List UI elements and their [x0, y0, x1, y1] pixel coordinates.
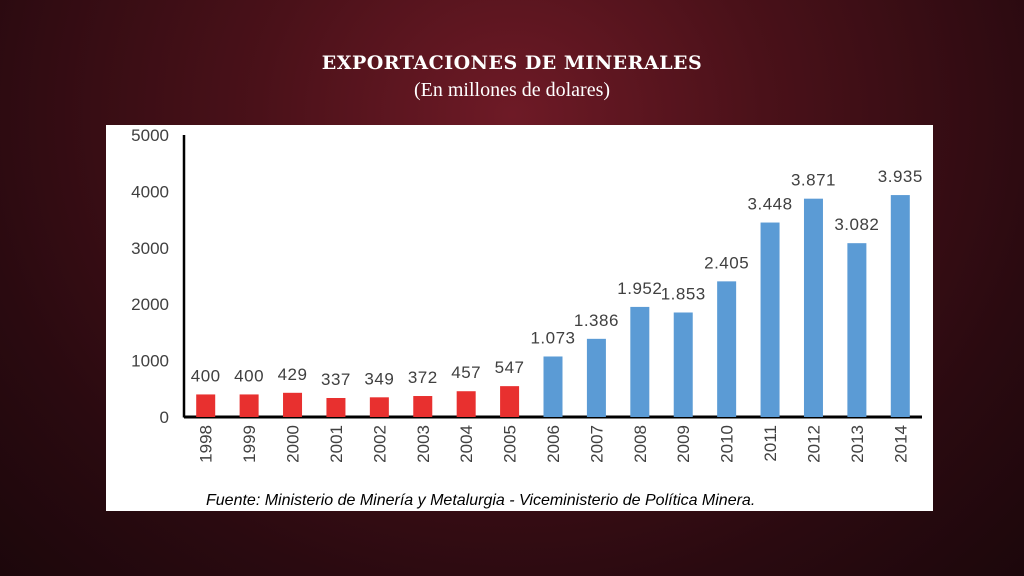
data-label: 1.853: [661, 284, 706, 303]
x-tick-label: 2014: [891, 425, 910, 463]
x-tick-label: 2003: [414, 425, 433, 463]
x-tick-label: 2013: [848, 425, 867, 463]
x-tick-label: 2011: [761, 425, 780, 462]
x-tick-label: 1999: [240, 425, 259, 463]
bar: [283, 392, 303, 417]
y-tick-label: 5000: [131, 126, 169, 145]
data-label: 457: [451, 363, 481, 382]
bar: [630, 306, 650, 417]
data-label: 349: [364, 369, 394, 388]
y-tick-label: 1000: [131, 352, 169, 371]
bar-chart: 0 1000 2000 3000 4000 5000 400 1998 400 1999 429 20…: [131, 126, 923, 463]
data-label: 1.386: [574, 311, 619, 330]
bar: [847, 243, 867, 417]
chart-panel: 0 1000 2000 3000 4000 5000 400 1998 400 1999 429 20…: [106, 125, 933, 511]
bar: [890, 195, 910, 417]
y-tick-label: 3000: [131, 239, 169, 258]
data-label: 400: [191, 366, 221, 385]
bar: [196, 394, 216, 417]
data-label: 3.871: [791, 171, 836, 190]
bar: [673, 312, 693, 417]
source-note: Fuente: Ministerio de Minería y Metalurg…: [206, 492, 756, 509]
bar: [326, 397, 346, 417]
data-label: 1.952: [617, 279, 662, 298]
bar: [456, 391, 476, 417]
data-label: 372: [408, 368, 438, 387]
data-label: 337: [321, 370, 351, 389]
data-label: 3.935: [878, 167, 923, 186]
data-label: 3.082: [834, 215, 879, 234]
bar: [803, 198, 823, 417]
bar: [413, 396, 433, 417]
x-tick-label: 2008: [631, 425, 650, 463]
x-tick-label: 2010: [718, 425, 737, 463]
chart-subtitle: (En millones de dolares): [413, 79, 611, 101]
y-tick-label: 0: [160, 408, 169, 427]
chart-title: EXPORTACIONES DE MINERALES: [321, 52, 703, 74]
x-tick-label: 2012: [804, 425, 823, 463]
data-label: 400: [234, 366, 264, 385]
data-label: 1.073: [530, 328, 575, 347]
bar: [500, 386, 520, 417]
x-tick-label: 1998: [197, 425, 216, 463]
y-tick-label: 4000: [131, 182, 169, 201]
x-tick-label: 2004: [457, 425, 476, 463]
bar: [543, 356, 563, 417]
data-label: 2.405: [704, 253, 749, 272]
y-tick-label: 2000: [131, 295, 169, 314]
bar: [717, 281, 737, 417]
data-label: 547: [495, 358, 525, 377]
bar: [239, 394, 259, 417]
x-tick-label: 2007: [587, 425, 606, 463]
data-label: 3.448: [748, 195, 793, 214]
x-tick-label: 2009: [674, 425, 693, 463]
bar: [369, 397, 389, 417]
bar: [586, 338, 606, 417]
x-tick-label: 2000: [284, 425, 303, 463]
x-tick-label: 2001: [327, 425, 346, 463]
bar: [760, 222, 780, 417]
data-label: 429: [278, 365, 308, 384]
x-tick-label: 2002: [370, 425, 389, 463]
x-tick-label: 2005: [501, 425, 520, 463]
x-tick-label: 2006: [544, 425, 563, 463]
